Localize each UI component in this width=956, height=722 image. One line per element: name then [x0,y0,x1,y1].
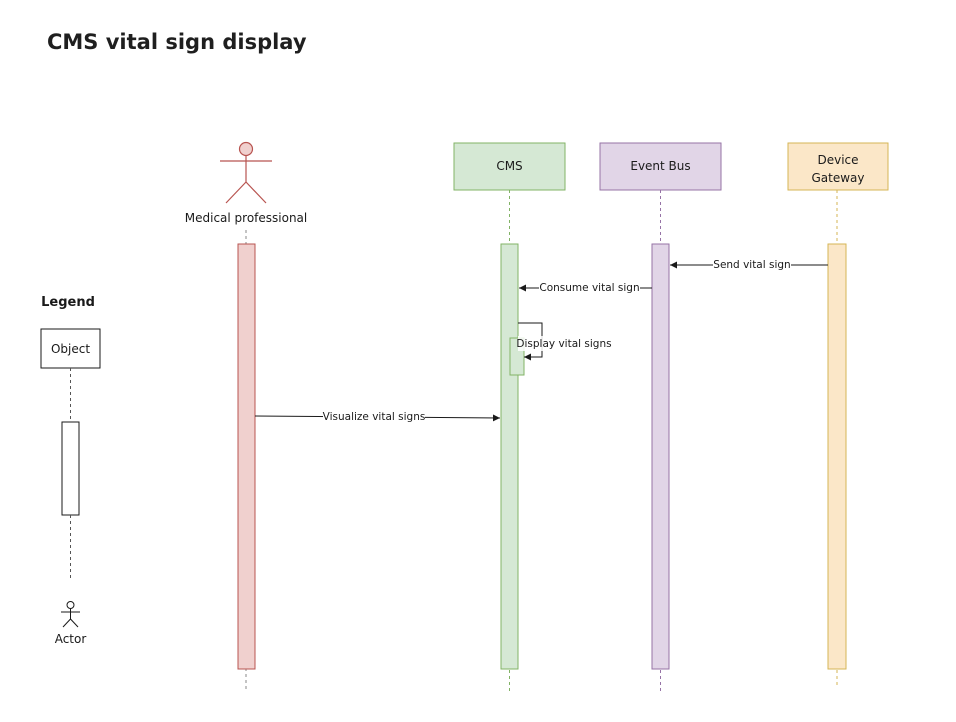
participant-event-bus[interactable]: Event Bus [599,142,722,191]
participant-label-device-gateway-line1: Device [817,153,858,167]
message-label-visualize-vital-signs: Visualize vital signs [323,411,426,423]
legend-object-box [40,328,101,369]
message-label-bg [539,280,640,295]
participant-device-gateway[interactable]: Device Gateway [787,142,889,191]
activation-bar-device-gateway [827,243,847,670]
participant-label-event-bus: Event Bus [630,159,690,173]
diagram-title: CMS vital sign display [47,30,307,54]
message-label-display-vital-signs: Display vital signs [516,338,611,350]
legend-heading: Legend [41,295,95,310]
activation-bar-event-bus [651,243,670,670]
message-send-vital-sign[interactable]: Send vital sign [670,257,828,272]
legend-actor-label: Actor [55,632,87,646]
participant-box-device-gateway [787,142,889,191]
message-visualize-vital-signs[interactable]: Visualize vital signs [254,409,501,424]
message-label-bg [713,257,791,272]
activation-bar-cms [500,243,519,670]
legend: Legend Object Actor [40,295,101,646]
participant-box-event-bus [599,142,722,191]
legend-object-label: Object [51,342,90,356]
legend-activation-bar [61,421,80,516]
participant-label-medical-professional: Medical professional [185,211,308,225]
message-label-bg [518,336,610,351]
participant-medical-professional[interactable]: Medical professional [185,141,308,226]
participant-cms[interactable]: CMS [453,142,566,191]
participant-label-device-gateway-line2: Gateway [811,171,864,185]
legend-actor-icon [61,601,80,628]
participant-box-cms [453,142,566,191]
message-label-send-vital-sign: Send vital sign [713,259,790,271]
actor-icon [220,141,272,204]
message-label-consume-vital-sign: Consume vital sign [539,282,639,294]
message-consume-vital-sign[interactable]: Consume vital sign [519,280,652,295]
participant-label-cms: CMS [496,159,522,173]
message-label-bg [323,409,425,424]
message-display-vital-signs[interactable]: Display vital signs [516,322,612,361]
activation-bar-medical-professional [237,243,256,670]
